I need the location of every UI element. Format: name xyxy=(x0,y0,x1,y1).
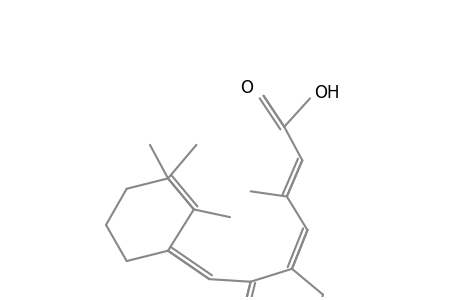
Text: OH: OH xyxy=(313,84,339,102)
Text: O: O xyxy=(240,79,252,97)
